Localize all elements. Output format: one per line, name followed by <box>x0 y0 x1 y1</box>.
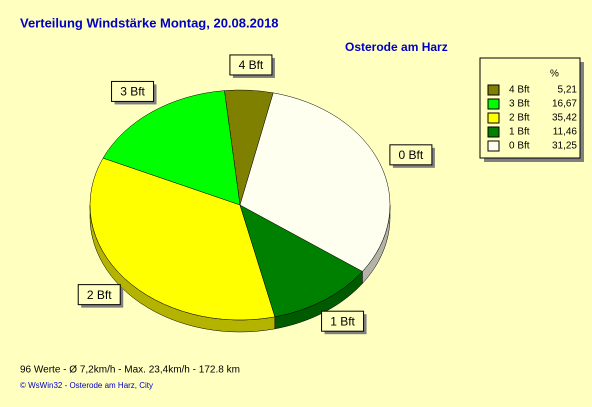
legend-swatch <box>487 98 500 110</box>
legend-swatch <box>487 84 500 96</box>
legend-value: 5,21 <box>558 85 578 96</box>
legend-label: 4 Bft <box>509 85 530 96</box>
pie-slice <box>102 90 241 206</box>
credit: © WsWin32 - Osterode am Harz, City <box>20 381 153 390</box>
legend-value: 11,46 <box>553 127 578 138</box>
legend-label: 2 Bft <box>509 113 530 124</box>
slice-label: 0 Bft <box>399 148 424 162</box>
label-box <box>111 80 155 102</box>
legend-value: 16,67 <box>552 99 577 110</box>
legend-label: 1 Bft <box>509 127 530 138</box>
slice-label: 4 Bft <box>239 58 264 72</box>
legend-label: 3 Bft <box>509 99 530 110</box>
label-box <box>77 284 121 306</box>
chart-title: Verteilung Windstärke Montag, 20.08.2018 <box>20 15 279 30</box>
pie-slice <box>239 204 363 318</box>
slice-label: 2 Bft <box>87 288 112 302</box>
pie-slice <box>239 92 391 272</box>
slice-label: 3 Bft <box>120 85 145 99</box>
legend-swatch <box>487 140 500 152</box>
legend-value: 35,42 <box>552 113 577 124</box>
label-box <box>321 310 365 332</box>
label-box <box>389 144 433 166</box>
legend-label: 0 Bft <box>509 141 530 152</box>
pie-slice <box>89 157 276 321</box>
footer: 96 Werte - Ø 7,2km/h - Max. 23,4km/h - 1… <box>20 365 240 376</box>
chart-subtitle: Osterode am Harz <box>345 40 448 54</box>
legend-title: % <box>550 69 559 80</box>
slice-label: 1 Bft <box>330 314 355 328</box>
label-box <box>229 54 273 76</box>
legend-swatch <box>487 112 500 124</box>
legend-swatch <box>487 126 500 138</box>
legend-value: 31,25 <box>552 141 577 152</box>
